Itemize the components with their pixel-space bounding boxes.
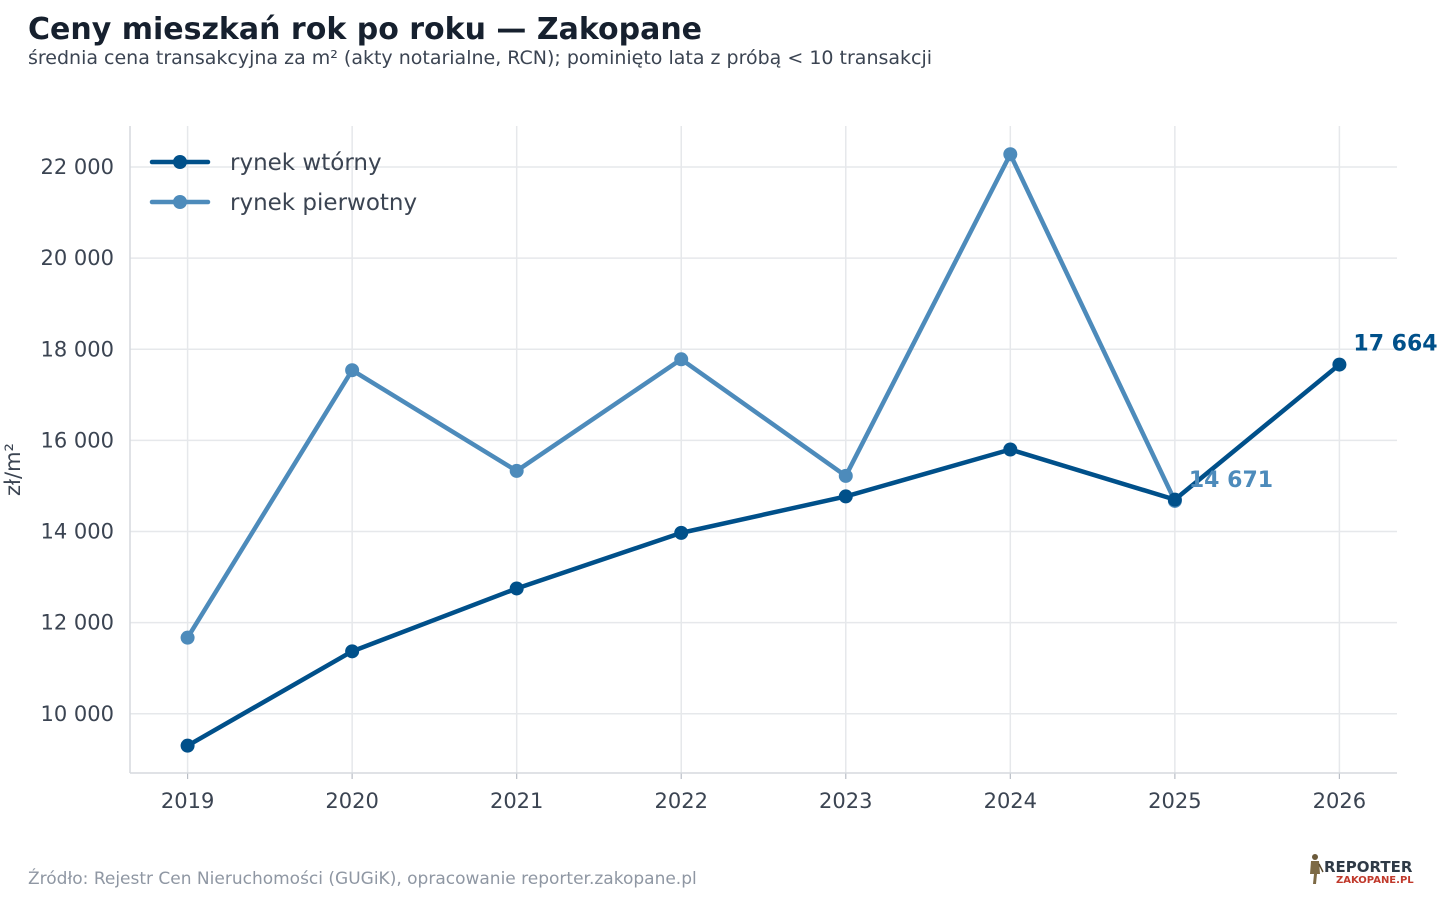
data-point	[674, 525, 689, 540]
data-label: 14 671	[1189, 468, 1273, 493]
data-point	[1003, 147, 1018, 162]
y-tick-label: 16 000	[41, 428, 114, 452]
data-point	[838, 468, 853, 483]
data-point	[509, 463, 524, 478]
x-tick-label: 2022	[655, 789, 708, 813]
x-tick-label: 2019	[161, 789, 214, 813]
data-point	[180, 630, 195, 645]
y-tick-label: 14 000	[41, 520, 114, 544]
y-axis-label: zł/m²	[1, 443, 25, 496]
data-point	[1167, 492, 1182, 507]
data-point	[1003, 442, 1018, 457]
axes: 10 000 12 000 14 000 16 000 18 000 20 000 22 0…	[1, 126, 1397, 813]
legend-marker	[173, 195, 187, 209]
x-tick-label: 2026	[1313, 789, 1366, 813]
grid-lines	[130, 126, 1397, 773]
series-line-0	[185, 362, 1342, 748]
chart-title: Ceny mieszkań rok po roku — Zakopane	[28, 12, 703, 47]
y-tick-label: 12 000	[41, 611, 114, 635]
legend-marker	[173, 155, 187, 169]
data-point	[345, 644, 360, 659]
data-label: 17 664	[1353, 332, 1437, 357]
source-note: Źródło: Rejestr Cen Nieruchomości (GUGiK…	[28, 869, 697, 889]
chart-subtitle: średnia cena transakcyjna za m² (akty no…	[28, 47, 933, 69]
x-tick-label: 2020	[325, 789, 378, 813]
y-tick-label: 18 000	[41, 337, 114, 361]
data-point	[674, 352, 689, 367]
legend-label: rynek wtórny	[230, 150, 382, 176]
data-point	[345, 363, 360, 378]
data-point	[838, 489, 853, 504]
svg-text:REPORTER: REPORTER	[1324, 858, 1413, 876]
svg-text:ZAKOPANE.PL: ZAKOPANE.PL	[1336, 875, 1414, 886]
data-point	[1332, 357, 1347, 372]
reporter-logo: REPORTER ZAKOPANE.PL	[1310, 854, 1414, 886]
x-tick-label: 2025	[1148, 789, 1201, 813]
data-point	[509, 581, 524, 596]
annotations: 17 664 14 671	[1189, 332, 1438, 493]
x-tick-label: 2021	[490, 789, 543, 813]
data-point	[180, 738, 195, 753]
x-tick-label: 2024	[984, 789, 1037, 813]
legend-label: rynek pierwotny	[230, 190, 417, 216]
series-lines	[180, 147, 1347, 753]
hiker-icon	[1310, 854, 1324, 884]
y-tick-label: 10 000	[41, 702, 114, 726]
y-tick-label: 20 000	[41, 246, 114, 270]
y-tick-label: 22 000	[41, 155, 114, 179]
x-tick-label: 2023	[819, 789, 872, 813]
legend: rynek wtórny rynek pierwotny	[149, 150, 417, 216]
